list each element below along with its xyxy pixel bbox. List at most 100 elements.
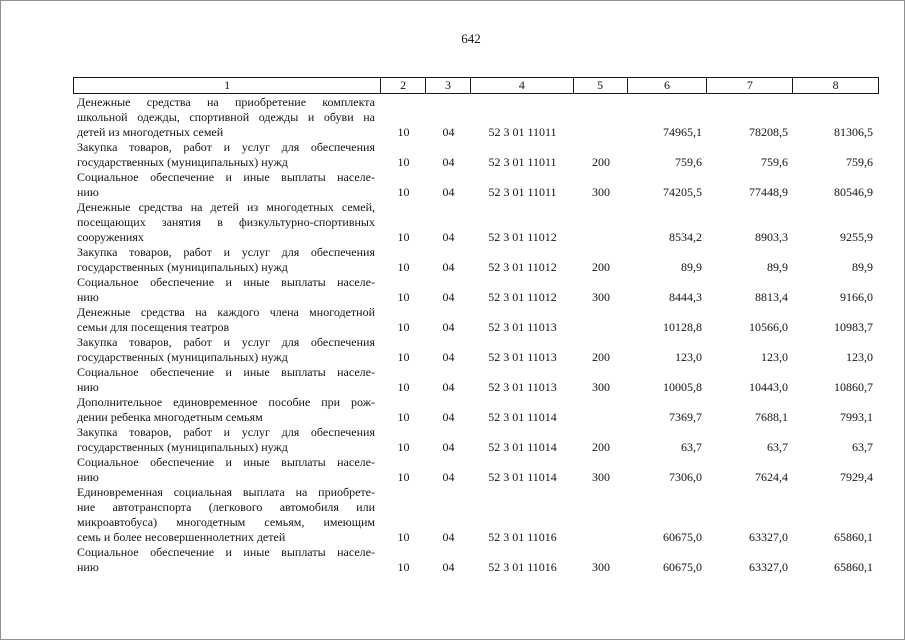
cell-amount-year1: 7306,0	[669, 470, 702, 484]
cell-target-item-code: 52 3 01 11012	[488, 290, 557, 304]
row-label-line: микроавтобуса) многодетным семьям, имеющ…	[77, 515, 375, 529]
row-label-line: государственных (муниципальных) нужд	[77, 155, 288, 169]
cell-amount-year1: 60675,0	[663, 560, 702, 574]
cell-subsection-code: 04	[442, 260, 455, 274]
cell-subsection-code: 04	[442, 185, 455, 199]
column-number-3: 3	[426, 78, 471, 93]
cell-amount-year2: 63,7	[767, 440, 788, 454]
row-label-line: Денежные средства на приобретение компле…	[77, 95, 375, 109]
cell-amount-year2: 8903,3	[755, 230, 788, 244]
cell-subsection-code: 04	[442, 230, 455, 244]
cell-amount-year2: 10443,0	[749, 380, 788, 394]
cell-amount-year2: 8813,4	[755, 290, 788, 304]
row-label-cell: Закупка товаров, работ и услуг для обесп…	[73, 245, 381, 275]
cell-section-code: 10	[397, 560, 410, 574]
cell-expense-type-code: 300	[592, 185, 610, 199]
row-label-line: школьной одежды, спортивной одежды и обу…	[77, 110, 375, 124]
cell-amount-year1: 10005,8	[663, 380, 702, 394]
table-row: Социальное обеспечение и иные выплаты на…	[73, 455, 879, 485]
row-label-cell: Закупка товаров, работ и услуг для обесп…	[73, 140, 381, 170]
row-label-line: ние автотранспорта (легкового автомобиля…	[77, 500, 375, 514]
row-label-cell: Денежные средства на каждого члена много…	[73, 305, 381, 335]
cell-subsection-code: 04	[442, 350, 455, 364]
cell-subsection-code: 04	[442, 380, 455, 394]
cell-target-item-code: 52 3 01 11014	[488, 440, 557, 454]
row-label-cell: Закупка товаров, работ и услуг для обесп…	[73, 425, 381, 455]
cell-amount-year3: 80546,9	[834, 185, 873, 199]
row-label-line: посещающих занятия в физкультурно-спорти…	[77, 215, 375, 229]
row-label-line: Денежные средства на каждого члена много…	[77, 305, 375, 319]
table-row: Социальное обеспечение и иные выплаты на…	[73, 170, 879, 200]
page-number: 642	[461, 31, 481, 46]
cell-amount-year2: 759,6	[761, 155, 788, 169]
cell-expense-type-code: 200	[592, 440, 610, 454]
table-row: Денежные средства на детей из многодетны…	[73, 200, 879, 245]
table-row: Социальное обеспечение и иные выплаты на…	[73, 365, 879, 395]
row-label-line: семьи для посещения театров	[77, 320, 230, 334]
row-label-line: Социальное обеспечение и иные выплаты на…	[77, 275, 375, 289]
row-label-cell: Денежные средства на детей из многодетны…	[73, 200, 381, 245]
row-label-line: нию	[77, 290, 99, 304]
cell-amount-year1: 89,9	[681, 260, 702, 274]
cell-amount-year3: 63,7	[852, 440, 873, 454]
cell-amount-year1: 74205,5	[663, 185, 702, 199]
cell-subsection-code: 04	[442, 530, 455, 544]
row-label-cell: Социальное обеспечение и иные выплаты на…	[73, 275, 381, 305]
cell-target-item-code: 52 3 01 11014	[488, 410, 557, 424]
table-row: Дополнительное единовременное пособие пр…	[73, 395, 879, 425]
column-number-2: 2	[381, 78, 427, 93]
cell-target-item-code: 52 3 01 11016	[488, 560, 557, 574]
cell-amount-year2: 78208,5	[749, 125, 788, 139]
cell-target-item-code: 52 3 01 11013	[488, 350, 557, 364]
row-label-line: Социальное обеспечение и иные выплаты на…	[77, 455, 375, 469]
cell-subsection-code: 04	[442, 155, 455, 169]
row-label-line: Закупка товаров, работ и услуг для обесп…	[77, 245, 375, 259]
cell-section-code: 10	[397, 440, 410, 454]
row-label-cell: Социальное обеспечение и иные выплаты на…	[73, 545, 381, 575]
row-label-line: Социальное обеспечение и иные выплаты на…	[77, 545, 375, 559]
cell-target-item-code: 52 3 01 11011	[488, 155, 557, 169]
cell-amount-year2: 63327,0	[749, 530, 788, 544]
table-row: Закупка товаров, работ и услуг для обесп…	[73, 425, 879, 455]
table-row: Социальное обеспечение и иные выплаты на…	[73, 275, 879, 305]
row-label-line: Денежные средства на детей из многодетны…	[77, 200, 375, 214]
row-label-line: государственных (муниципальных) нужд	[77, 260, 288, 274]
column-number-6: 6	[628, 78, 708, 93]
cell-amount-year1: 8444,3	[669, 290, 702, 304]
cell-target-item-code: 52 3 01 11012	[488, 230, 557, 244]
row-label-cell: Социальное обеспечение и иные выплаты на…	[73, 455, 381, 485]
cell-amount-year1: 60675,0	[663, 530, 702, 544]
row-label-cell: Денежные средства на приобретение компле…	[73, 95, 381, 140]
row-label-line: Дополнительное единовременное пособие пр…	[77, 395, 375, 409]
table-row: Закупка товаров, работ и услуг для обесп…	[73, 140, 879, 170]
cell-amount-year3: 9166,0	[840, 290, 873, 304]
row-label-line: нию	[77, 185, 99, 199]
cell-amount-year1: 63,7	[681, 440, 702, 454]
table-row: Единовременная социальная выплата на при…	[73, 485, 879, 545]
table-row: Закупка товаров, работ и услуг для обесп…	[73, 245, 879, 275]
row-label-line: семь и более несовершеннолетних детей	[77, 530, 286, 544]
cell-amount-year1: 123,0	[675, 350, 702, 364]
row-label-line: Закупка товаров, работ и услуг для обесп…	[77, 140, 375, 154]
row-label-cell: Закупка товаров, работ и услуг для обесп…	[73, 335, 381, 365]
row-label-line: государственных (муниципальных) нужд	[77, 440, 288, 454]
column-number-4: 4	[471, 78, 574, 93]
cell-amount-year3: 10860,7	[834, 380, 873, 394]
cell-amount-year2: 7624,4	[755, 470, 788, 484]
cell-subsection-code: 04	[442, 410, 455, 424]
cell-amount-year1: 74965,1	[663, 125, 702, 139]
cell-target-item-code: 52 3 01 11012	[488, 260, 557, 274]
cell-section-code: 10	[397, 230, 410, 244]
cell-section-code: 10	[397, 290, 410, 304]
cell-subsection-code: 04	[442, 320, 455, 334]
cell-amount-year2: 89,9	[767, 260, 788, 274]
row-label-cell: Социальное обеспечение и иные выплаты на…	[73, 365, 381, 395]
cell-amount-year3: 89,9	[852, 260, 873, 274]
cell-expense-type-code: 300	[592, 470, 610, 484]
table-header-row: 1 2 3 4 5 6 7 8	[73, 77, 879, 94]
row-label-line: нию	[77, 560, 99, 574]
column-number-1: 1	[74, 78, 382, 93]
row-label-line: Закупка товаров, работ и услуг для обесп…	[77, 335, 375, 349]
table-row: Закупка товаров, работ и услуг для обесп…	[73, 335, 879, 365]
